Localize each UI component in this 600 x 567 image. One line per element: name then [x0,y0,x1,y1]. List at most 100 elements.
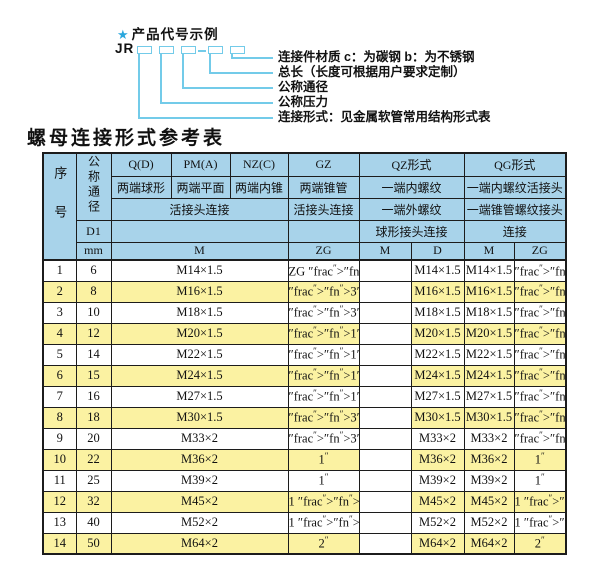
field-label-pressure: 公称压力 [278,95,329,109]
cell-m: M18×1.5 [110,301,289,324]
cell-no: 14 [42,532,77,555]
cell-qz-d: M39×2 [410,469,465,492]
header-nominal-diameter-text: 公称通径 [86,154,101,215]
header-gz-desc: 两端锥管 [287,175,360,199]
cell-m: M52×2 [110,511,289,534]
table-row: 514M22×1.5″frac″>″fn″>1″fd″>2″M22×1.5M22… [42,343,567,366]
cell-qg-zg: 2″ [513,532,567,555]
cell-zg: ZG ″frac″>″fn″>1″fd″>4″ [287,259,360,282]
code-box-4 [208,46,223,54]
cell-qz-m [358,322,412,345]
cell-qg-zg: ″frac″>″fn″>1″fd″>2″ [513,385,567,408]
header-pm: PM(A) [170,152,231,177]
cell-m: M39×2 [110,469,289,492]
cell-m: M45×2 [110,490,289,513]
table-row: 412M20×1.5″frac″>″fn″>1″fd″>2″M20×1.5M20… [42,322,567,345]
header-empty [287,219,360,243]
cell-qz-d: M64×2 [410,532,465,555]
connector-line [209,53,211,73]
cell-dn: 14 [75,343,112,366]
cell-zg: ″frac″>″fn″>1″fd″>2″ [287,364,360,387]
cell-m: M36×2 [110,448,289,471]
cell-no: 6 [42,364,77,387]
header-union-conn: 活接头连接 [110,197,289,221]
cell-dn: 40 [75,511,112,534]
cell-qz-d: M52×2 [410,511,465,534]
cell-qg-zg: 1″ [513,469,567,492]
field-label-connection: 连接形式：见金属软管常用结构形式表 [278,110,491,124]
code-box-5 [230,46,245,54]
cell-qg-zg: ″frac″>″fn″>1″fd″>2″ [513,364,567,387]
cell-m: M22×1.5 [110,343,289,366]
field-label-diameter: 公称通径 [278,80,329,94]
connector-line [138,53,140,118]
cell-qz-m [358,280,412,303]
cell-m: M20×1.5 [110,322,289,345]
cell-dn: 22 [75,448,112,471]
cell-dn: 10 [75,301,112,324]
cell-qz-m [358,406,412,429]
table-header: 序号 公称通径 Q(D) PM(A) NZ(C) GZ QZ形式 QG形式 两端… [42,152,567,261]
cell-no: 2 [42,280,77,303]
cell-qg-zg: ″frac″>″fn″>3″fd″>4″ [513,406,567,429]
code-box-3 [181,46,196,54]
cell-qz-m [358,511,412,534]
table-row: 818M30×1.5″frac″>″fn″>3″fd″>4″M30×1.5M30… [42,406,567,429]
connector-line [231,53,233,58]
header-qg-zg: ZG [513,241,567,261]
cell-zg: ″frac″>″fn″>3″fd″>8″ [287,280,360,303]
header-pm-desc: 两端平面 [170,175,231,199]
cell-m: M16×1.5 [110,280,289,303]
header-empty [110,219,289,243]
header-qz-desc1: 一端内螺纹 [358,175,465,199]
cell-qz-d: M24×1.5 [410,364,465,387]
cell-qz-d: M27×1.5 [410,385,465,408]
cell-qz-m [358,385,412,408]
cell-zg: ″frac″>″fn″>3″fd″>4″ [287,406,360,429]
cell-m: M14×1.5 [110,259,289,282]
cell-m: M33×2 [110,427,289,450]
cell-zg: ″frac″>″fn″>1″fd″>2″ [287,385,360,408]
cell-zg: 1 ″frac″>″fn″>1″fd″>4″ [287,490,360,513]
cell-dn: 50 [75,532,112,555]
cell-qz-m [358,301,412,324]
star-icon: ★ [117,27,130,42]
table-title: 螺母连接形式参考表 [27,127,226,149]
cell-qz-m [358,343,412,366]
header-gz: GZ [287,152,360,177]
cell-qg-m: M52×2 [463,511,515,534]
cell-qg-zg: ″frac″>″fn″>3″fd″>4″ [513,427,567,450]
cell-dn: 16 [75,385,112,408]
header-qg: QG形式 [463,152,567,177]
cell-qg-m: M24×1.5 [463,364,515,387]
cell-dn: 8 [75,280,112,303]
cell-qz-d: M18×1.5 [410,301,465,324]
cell-qg-m: M20×1.5 [463,322,515,345]
connector-line [231,57,273,59]
cell-zg: 2″ [287,532,360,555]
table-row: 310M18×1.5″frac″>″fn″>3″fd″>8″M18×1.5M18… [42,301,567,324]
field-label-length: 总长（长度可根据用户要求定制） [278,65,466,79]
cell-qz-m [358,448,412,471]
cell-no: 9 [42,427,77,450]
cell-zg: 1″ [287,469,360,492]
diagram-title: ★ 产品代号示例 [117,23,219,43]
header-mm: mm [75,241,112,261]
cell-qz-d: M22×1.5 [410,343,465,366]
cell-no: 8 [42,406,77,429]
table-row: 716M27×1.5″frac″>″fn″>1″fd″>2″M27×1.5M27… [42,385,567,408]
code-dash [198,50,206,52]
cell-no: 11 [42,469,77,492]
code-box-2 [159,46,174,54]
code-box-1 [137,46,152,54]
code-prefix: JR [115,41,135,56]
cell-m: M27×1.5 [110,385,289,408]
cell-dn: 15 [75,364,112,387]
header-qg-desc1: 一端内螺纹活接头 [463,175,567,199]
connector-line [182,53,184,88]
header-qg-conn: 连接 [463,219,567,243]
cell-zg: ″frac″>″fn″>3″fd″>4″ [287,427,360,450]
diagram-title-text: 产品代号示例 [131,27,219,42]
